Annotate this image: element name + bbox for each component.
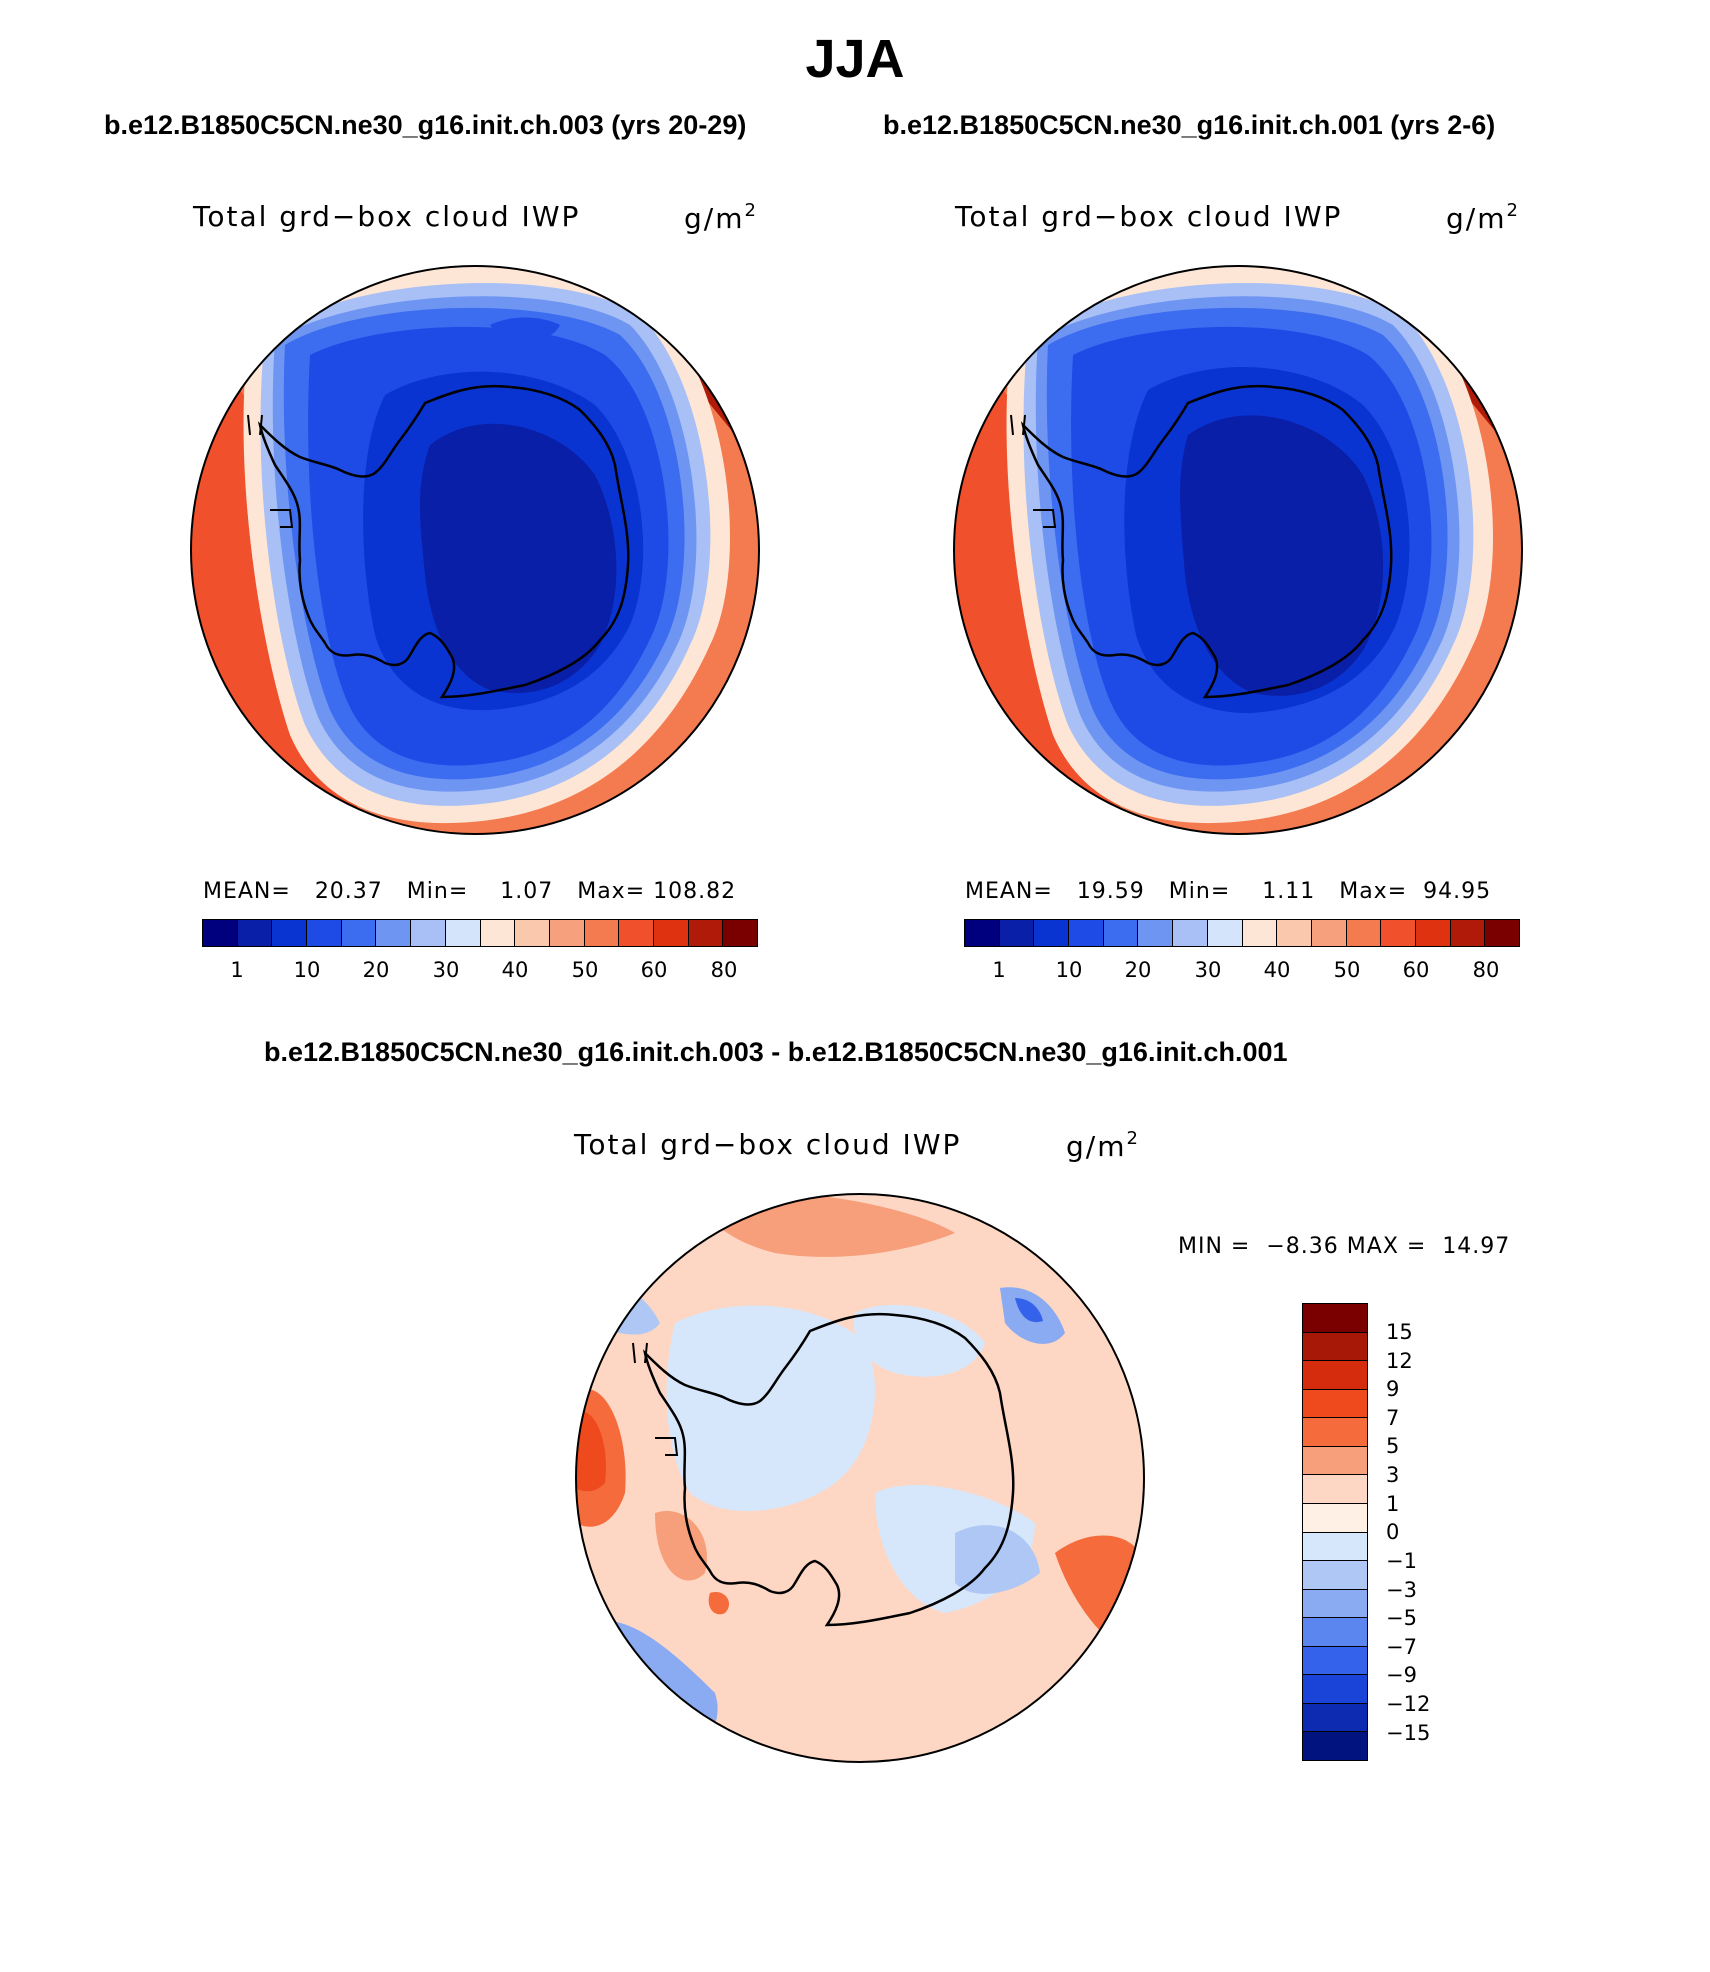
panel1-colorbar — [202, 919, 758, 947]
panel1-units: g/m2 — [684, 200, 756, 235]
panel2-polar-map — [953, 265, 1523, 835]
panel2-colorbar — [964, 919, 1520, 947]
panel1-colorbar-tick: 30 — [432, 958, 460, 982]
diff-colorbar-tick: 12 — [1386, 1349, 1413, 1373]
diff-colorbar — [1302, 1303, 1368, 1761]
panel1-colorbar-tick: 60 — [640, 958, 668, 982]
diff-colorbar-tick: 15 — [1386, 1320, 1413, 1344]
panel1-colorbar-tick: 20 — [362, 958, 390, 982]
panel1-colorbar-tick: 40 — [501, 958, 529, 982]
diff-colorbar-tick: −9 — [1386, 1663, 1417, 1687]
panel1-stats: MEAN= 20.37 Min= 1.07 Max= 108.82 — [203, 879, 737, 904]
panel2-variable-label: Total grd−box cloud IWP — [955, 200, 1343, 233]
panel1-colorbar-tick: 10 — [293, 958, 321, 982]
diff-colorbar-tick: −7 — [1386, 1635, 1417, 1659]
panel2-colorbar-tick: 30 — [1194, 958, 1222, 982]
panel2-colorbar-tick: 40 — [1263, 958, 1291, 982]
diff-units: g/m2 — [1066, 1128, 1138, 1163]
panel1-colorbar-tick: 80 — [710, 958, 738, 982]
diff-colorbar-tick: 3 — [1386, 1463, 1400, 1487]
diff-colorbar-tick: −12 — [1386, 1692, 1431, 1716]
diff-colorbar-tick: 7 — [1386, 1406, 1400, 1430]
diff-colorbar-tick: −5 — [1386, 1606, 1417, 1630]
diff-colorbar-tick: 9 — [1386, 1377, 1400, 1401]
panel2-case-title: b.e12.B1850C5CN.ne30_g16.init.ch.001 (yr… — [883, 110, 1496, 140]
panel1-variable-label: Total grd−box cloud IWP — [193, 200, 581, 233]
panel2-colorbar-tick: 20 — [1124, 958, 1152, 982]
panel2-colorbar-tick: 80 — [1472, 958, 1500, 982]
panel1-case-title: b.e12.B1850C5CN.ne30_g16.init.ch.003 (yr… — [104, 110, 747, 140]
panel2-stats: MEAN= 19.59 Min= 1.11 Max= 94.95 — [965, 879, 1492, 904]
diff-case-title: b.e12.B1850C5CN.ne30_g16.init.ch.003 - b… — [264, 1037, 1288, 1067]
panel1-colorbar-tick: 50 — [571, 958, 599, 982]
panel2-units: g/m2 — [1446, 200, 1518, 235]
diff-polar-map — [575, 1193, 1145, 1763]
diff-colorbar-tick: 1 — [1386, 1492, 1400, 1516]
diff-colorbar-tick: 0 — [1386, 1520, 1400, 1544]
panel1-colorbar-tick: 1 — [230, 958, 244, 982]
diff-variable-label: Total grd−box cloud IWP — [574, 1128, 962, 1161]
panel2-colorbar-tick: 50 — [1333, 958, 1361, 982]
panel1-polar-map — [190, 265, 760, 835]
diff-stats: MIN = −8.36 MAX = 14.97 — [1178, 1234, 1511, 1259]
diff-colorbar-tick: −1 — [1386, 1549, 1417, 1573]
diff-colorbar-tick: −15 — [1386, 1721, 1431, 1745]
panel2-colorbar-tick: 1 — [992, 958, 1006, 982]
diff-colorbar-tick: 5 — [1386, 1434, 1400, 1458]
panel2-colorbar-tick: 60 — [1402, 958, 1430, 982]
panel2-colorbar-tick: 10 — [1055, 958, 1083, 982]
diff-colorbar-tick: −3 — [1386, 1578, 1417, 1602]
page-title: JJA — [805, 29, 905, 89]
